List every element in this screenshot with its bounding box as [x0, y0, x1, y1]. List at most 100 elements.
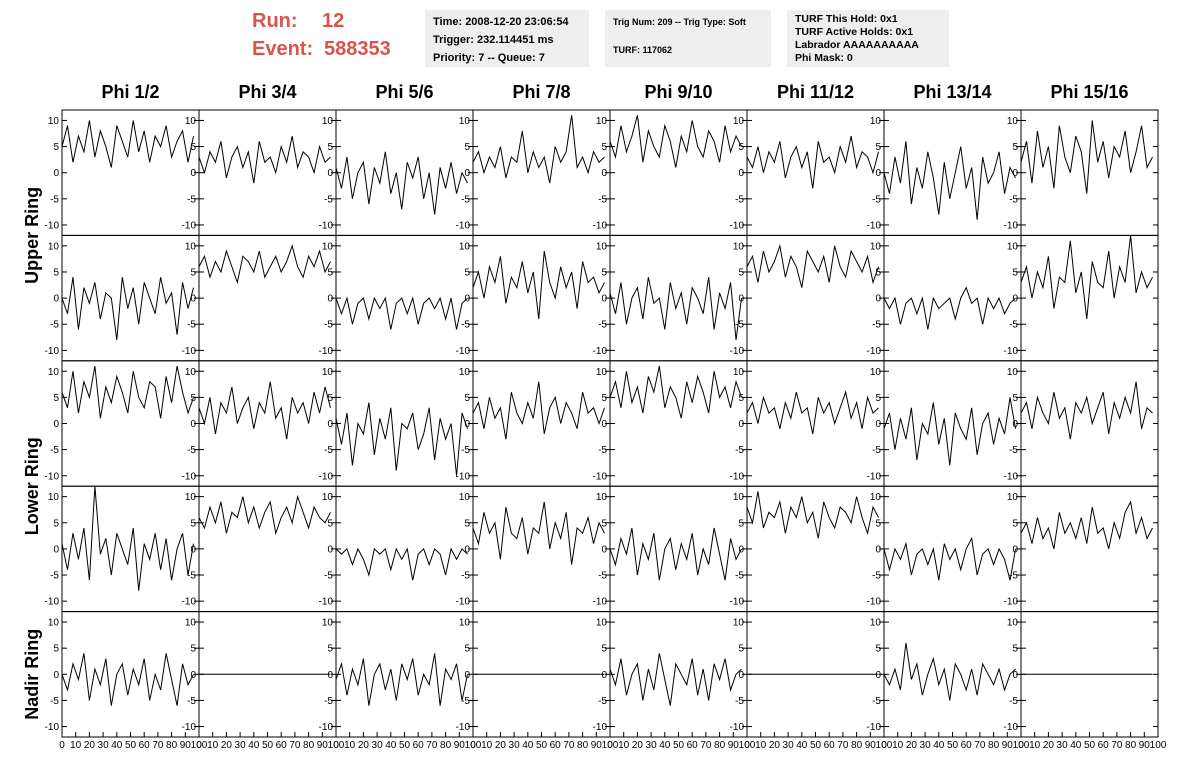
y-tick-label: 5: [738, 393, 744, 404]
waveform: [198, 136, 331, 184]
info-line: Labrador AAAAAAAAAA: [795, 39, 919, 51]
x-tick-label: 100: [1150, 740, 1167, 751]
x-tick-label: 80: [440, 740, 452, 751]
y-tick-label: 5: [601, 644, 607, 655]
x-tick-label: 20: [221, 740, 233, 751]
waveform: [335, 402, 468, 476]
panel-frame: [609, 109, 748, 236]
y-tick-label: 5: [738, 644, 744, 655]
x-tick-label: 20: [358, 740, 370, 751]
info-line: Trig Num: 209 -- Trig Type: Soft: [613, 17, 746, 27]
y-tick-label: 5: [875, 267, 881, 278]
y-tick-label: -10: [319, 597, 334, 608]
y-tick-label: 5: [1012, 644, 1018, 655]
y-tick-label: 0: [738, 168, 744, 179]
y-tick-label: -5: [324, 445, 333, 456]
panel-frame: [335, 485, 474, 613]
info-line: TURF Active Holds: 0x1: [795, 26, 914, 38]
x-tick-label: 40: [385, 740, 397, 751]
x-tick-label: 10: [1029, 740, 1041, 751]
y-tick-label: -10: [593, 471, 608, 482]
x-tick-label: 30: [1057, 740, 1069, 751]
y-tick-label: -10: [1004, 722, 1019, 733]
y-tick-label: -10: [456, 471, 471, 482]
panel-frame: [61, 360, 200, 487]
y-tick-label: 5: [53, 142, 59, 153]
turf-box: TURF This Hold: 0x1 TURF Active Holds: 0…: [787, 10, 949, 67]
y-tick-label: -10: [182, 220, 197, 231]
column-title: Phi 3/4: [238, 82, 296, 102]
y-tick-label: -5: [598, 320, 607, 331]
y-tick-label: -10: [593, 597, 608, 608]
y-tick-label: -5: [872, 320, 881, 331]
x-tick-label: 40: [1070, 740, 1082, 751]
y-tick-label: -10: [456, 597, 471, 608]
y-tick-label: -5: [1009, 320, 1018, 331]
time-box: Time: 2008-12-20 23:06:54 Trigger: 232.1…: [425, 10, 589, 67]
panel-frame: [609, 485, 748, 613]
x-tick-label: 0: [881, 740, 887, 751]
x-tick-label: 20: [495, 740, 507, 751]
y-tick-label: 5: [738, 518, 744, 529]
y-tick-label: 0: [327, 294, 333, 305]
y-tick-label: -5: [461, 320, 470, 331]
y-tick-label: -5: [872, 696, 881, 707]
y-tick-label: 10: [1007, 618, 1019, 629]
column-title: Phi 9/10: [644, 82, 712, 102]
y-tick-label: -5: [872, 571, 881, 582]
x-tick-label: 0: [333, 740, 339, 751]
y-tick-label: 10: [733, 116, 745, 127]
waveform: [335, 151, 468, 215]
y-tick-label: 10: [459, 618, 471, 629]
x-tick-label: 80: [577, 740, 589, 751]
y-tick-label: 0: [875, 419, 881, 430]
y-tick-label: -5: [324, 194, 333, 205]
x-tick-label: 30: [372, 740, 384, 751]
y-tick-label: 5: [464, 267, 470, 278]
x-tick-label: 60: [824, 740, 836, 751]
y-tick-label: 0: [327, 670, 333, 681]
y-tick-label: 0: [601, 670, 607, 681]
waveform: [198, 381, 332, 440]
panel-frame: [1020, 360, 1159, 487]
y-tick-label: 10: [733, 241, 745, 252]
x-tick-label: 70: [837, 740, 849, 751]
y-tick-label: 10: [1007, 116, 1019, 127]
waveform: [472, 381, 605, 440]
x-tick-label: 90: [1139, 740, 1151, 751]
waveform: [198, 494, 331, 536]
y-tick-label: -10: [1004, 346, 1019, 357]
panel-frame: [609, 360, 748, 487]
y-tick-label: 10: [596, 492, 608, 503]
y-tick-label: -5: [1009, 194, 1018, 205]
panel-frame: [198, 109, 337, 236]
y-tick-label: -5: [461, 445, 470, 456]
panel-frame: [883, 234, 1022, 362]
y-tick-label: -5: [50, 194, 59, 205]
y-tick-label: 5: [875, 142, 881, 153]
y-tick-label: 0: [464, 544, 470, 555]
x-tick-label: 40: [522, 740, 534, 751]
x-tick-label: 0: [1018, 740, 1024, 751]
panel-frame: [61, 611, 200, 738]
waveform: [883, 536, 1017, 581]
run-line: Run: 12: [252, 10, 344, 33]
x-tick-label: 0: [744, 740, 750, 751]
x-tick-label: 90: [317, 740, 329, 751]
x-tick-label: 90: [1002, 740, 1014, 751]
panel-frame: [883, 109, 1022, 236]
waveform: [746, 491, 879, 539]
waveform: [61, 277, 195, 340]
y-tick-label: 10: [459, 116, 471, 127]
y-tick-label: -10: [867, 471, 882, 482]
y-tick-label: 10: [185, 618, 197, 629]
x-tick-label: 10: [207, 740, 219, 751]
waveform: [61, 120, 195, 168]
y-tick-label: 0: [1012, 670, 1018, 681]
y-tick-label: -10: [867, 220, 882, 231]
x-tick-label: 100: [328, 740, 345, 751]
y-tick-label: -5: [872, 194, 881, 205]
info-line: TURF: 117062: [613, 45, 673, 55]
x-tick-label: 80: [166, 740, 178, 751]
y-tick-label: 10: [185, 492, 197, 503]
